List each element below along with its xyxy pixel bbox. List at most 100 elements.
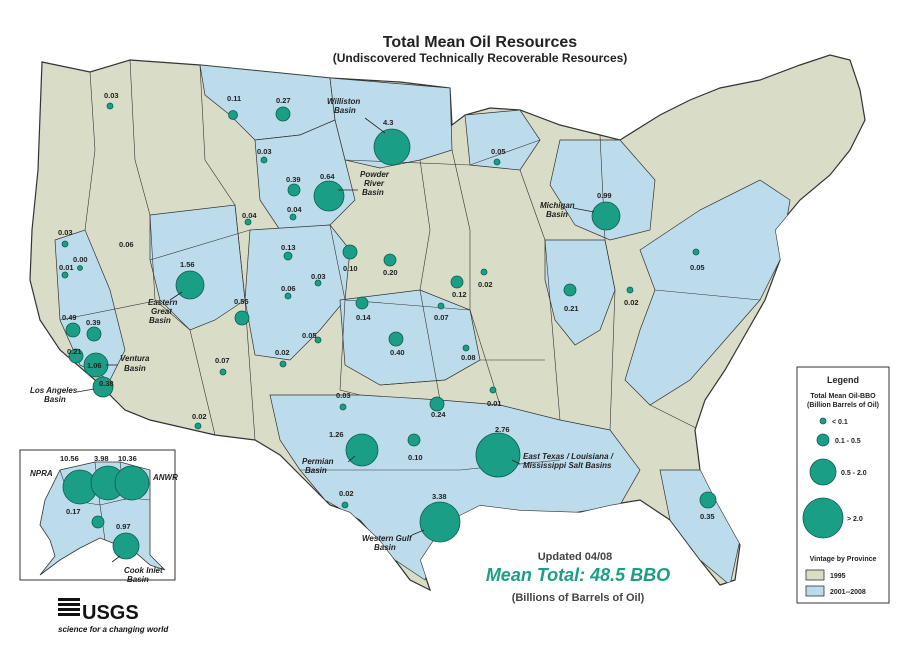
marker	[626, 286, 634, 294]
marker	[260, 156, 268, 164]
basin-label: Great	[151, 307, 172, 316]
legend-size-subtitle: (Billion Barrels of Oil)	[807, 402, 879, 409]
marker	[279, 360, 287, 368]
value-label: 0.03	[336, 391, 351, 400]
marker	[314, 279, 322, 287]
value-label: 10.56	[60, 454, 79, 463]
legend-vintage-title: Vintage by Province	[810, 556, 877, 563]
legend: Legend Total Mean Oil-BBO (Billion Barre…	[796, 366, 890, 604]
basin-label: Permian	[302, 457, 334, 466]
value-label: 0.02	[339, 489, 354, 498]
marker	[692, 248, 700, 256]
marker	[480, 268, 488, 276]
value-label: 0.13	[281, 243, 296, 252]
value-label: 0.35	[700, 512, 715, 521]
marker	[339, 403, 347, 411]
value-label: 0.03	[58, 228, 73, 237]
marker	[284, 292, 292, 300]
basin-label: ANWR	[152, 473, 178, 482]
marker	[68, 348, 84, 364]
basin-labels: Williston Basin Powder River Basin Michi…	[30, 97, 614, 584]
value-label: 0.10	[343, 264, 358, 273]
value-label: 0.97	[116, 522, 131, 531]
legend-vintage-label: 2001--2008	[830, 589, 866, 596]
value-label: 1.06	[87, 361, 102, 370]
basin-label: Ventura	[120, 354, 150, 363]
value-label: 0.38	[99, 379, 114, 388]
marker	[77, 265, 83, 271]
marker	[437, 302, 445, 310]
marker	[475, 432, 521, 478]
value-label: 0.05	[690, 263, 705, 272]
legend-swatch	[805, 569, 825, 581]
value-label: 0.03	[257, 147, 272, 156]
legend-size-label: < 0.1	[832, 419, 848, 426]
value-label: 0.02	[192, 412, 207, 421]
value-label: 0.12	[452, 290, 467, 299]
mean-total: Mean Total: 48.5 BBO	[486, 565, 670, 585]
value-label: 0.03	[311, 272, 326, 281]
marker	[219, 368, 227, 376]
value-label: 0.02	[478, 280, 493, 289]
value-label: 0.01	[59, 263, 74, 272]
value-label: 0.24	[431, 410, 446, 419]
legend-circle	[816, 433, 830, 447]
basin-label: Cook Inlet	[124, 566, 163, 575]
marker	[287, 183, 301, 197]
updated-date: Updated 04/08	[538, 551, 613, 563]
usgs-tagline: science for a changing world	[58, 625, 169, 634]
value-label: 1.56	[180, 260, 195, 269]
marker	[234, 310, 250, 326]
legend-size-label: 0.1 - 0.5	[835, 438, 861, 445]
value-label: 0.39	[86, 318, 101, 327]
usgs-wave-icon	[58, 598, 80, 616]
legend-size-label: > 2.0	[847, 516, 863, 523]
basin-label: Basin	[334, 106, 356, 115]
value-label: 0.49	[62, 313, 77, 322]
marker	[373, 128, 411, 166]
basin-label: Basin	[362, 188, 384, 197]
value-label: 0.17	[66, 507, 81, 516]
legend-swatch	[805, 585, 825, 597]
marker	[342, 244, 358, 260]
marker	[388, 331, 404, 347]
basin-label: Mississippi Salt Basins	[523, 461, 612, 470]
marker	[175, 270, 205, 300]
marker	[283, 251, 293, 261]
legend-size-label: 0.5 - 2.0	[841, 470, 867, 477]
value-label: 0.04	[242, 211, 257, 220]
value-label: 0.01	[487, 399, 502, 408]
marker	[92, 376, 114, 398]
basin-label: Powder	[360, 170, 390, 179]
marker	[383, 253, 397, 267]
conterminous-us	[29, 54, 866, 592]
marker	[275, 106, 291, 122]
basin-label: Basin	[305, 466, 327, 475]
usgs-wordmark: USGS	[82, 602, 139, 624]
legend-circle	[802, 497, 844, 539]
marker	[407, 433, 421, 447]
marker	[228, 110, 238, 120]
marker	[86, 326, 102, 342]
value-label: 0.64	[320, 172, 335, 181]
resource-circles	[61, 102, 717, 560]
marker	[341, 501, 349, 509]
marker	[313, 180, 345, 212]
marker	[699, 491, 717, 509]
legend-size-title: Total Mean Oil-BBO	[810, 393, 876, 400]
value-label: 0.20	[383, 268, 398, 277]
value-label: 0.06	[119, 240, 134, 249]
basin-label: Eastern	[148, 298, 177, 307]
marker	[591, 201, 621, 231]
basin-label: NPRA	[30, 469, 53, 478]
leader-lines	[76, 117, 595, 563]
basin-label: Basin	[374, 543, 396, 552]
basin-label: River	[364, 179, 385, 188]
marker	[429, 396, 445, 412]
value-label: 0.07	[215, 356, 230, 365]
value-labels: 0.03 0.11 0.27 4.3 0.05 0.03 0.39 0.64 0…	[58, 91, 715, 531]
basin-label: Basin	[546, 210, 568, 219]
value-label: 3.38	[432, 492, 447, 501]
value-label: 0.03	[104, 91, 119, 100]
marker	[114, 465, 150, 501]
